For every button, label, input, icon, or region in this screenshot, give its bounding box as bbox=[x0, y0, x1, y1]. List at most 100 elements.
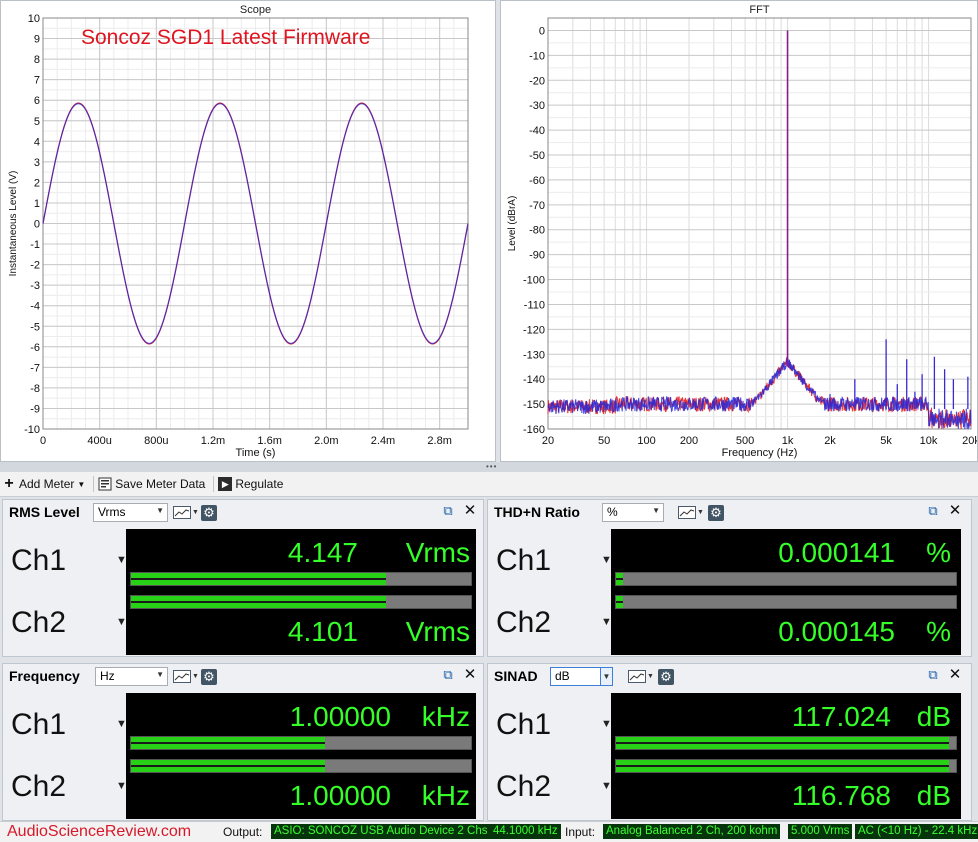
output-sample-rate[interactable]: 44.1000 kHz bbox=[490, 824, 561, 839]
channel-dropdown-icon[interactable]: ▼ bbox=[601, 554, 612, 566]
frequency-meter: Frequency Hz ▼ ▼ ⚙ ⧉ ✕ Ch1 ▼ 1.00000 kHz… bbox=[2, 663, 484, 821]
close-icon[interactable]: ✕ bbox=[948, 666, 962, 683]
y-tick-label: 6 bbox=[34, 95, 40, 107]
add-meter-button[interactable]: + Add Meter ▼ bbox=[0, 474, 91, 494]
y-tick-label: 4 bbox=[34, 136, 40, 148]
y-tick-label: 7 bbox=[34, 75, 40, 87]
unit-select[interactable]: % ▼ bbox=[602, 503, 664, 522]
level-bar-fill bbox=[131, 596, 386, 608]
level-bar-fill bbox=[616, 737, 950, 749]
input-device[interactable]: Analog Balanced 2 Ch, 200 kohm bbox=[603, 824, 781, 839]
gear-icon: ⚙ bbox=[658, 668, 674, 685]
y-tick-label: -90 bbox=[529, 250, 545, 262]
y-tick-label: -4 bbox=[30, 301, 40, 313]
graph-options-button[interactable]: ▼ bbox=[173, 668, 199, 685]
unit-select[interactable]: Hz ▼ bbox=[95, 667, 168, 686]
channel-dropdown-icon[interactable]: ▼ bbox=[116, 616, 127, 628]
y-tick-label: -3 bbox=[30, 280, 40, 292]
unit-select[interactable]: dB ▼ bbox=[550, 667, 613, 686]
unit-select-value: Hz bbox=[100, 669, 115, 683]
meter-title: RMS Level bbox=[9, 504, 80, 520]
channel-dropdown-icon[interactable]: ▼ bbox=[601, 616, 612, 628]
y-tick-label: -70 bbox=[529, 200, 545, 212]
readout-value: 4.147 bbox=[287, 537, 358, 568]
chevron-down-icon: ▼ bbox=[600, 668, 612, 685]
readout-value: 4.101 bbox=[287, 616, 358, 647]
channel-label: Ch1 bbox=[496, 544, 552, 577]
readout-display: 0.000145 % bbox=[611, 592, 961, 655]
input-label: Input: bbox=[565, 825, 596, 839]
sinad-meter: SINAD dB ▼ ▼ ⚙ ⧉ ✕ Ch1 ▼ 117.024 dB Ch2 … bbox=[487, 663, 972, 821]
chevron-down-icon: ▼ bbox=[647, 673, 654, 680]
x-axis-label: Time (s) bbox=[236, 447, 276, 459]
meter-settings-button[interactable]: ⚙ bbox=[658, 668, 674, 685]
meter-settings-button[interactable]: ⚙ bbox=[201, 504, 217, 521]
close-icon[interactable]: ✕ bbox=[463, 666, 477, 683]
output-device[interactable]: ASIO: SONCOZ USB Audio Device 2 Chs bbox=[271, 824, 491, 839]
x-tick-label: 2.0m bbox=[314, 435, 338, 447]
graph-icon bbox=[628, 670, 646, 683]
level-bar bbox=[130, 595, 472, 609]
scope-graph[interactable]: Scope 0 400u 800u 1.2m 1.6m 2.0m 2.4m 2.8m 10 9 8 7 6… bbox=[0, 0, 496, 462]
save-data-icon bbox=[98, 477, 112, 491]
fft-trace-ch2 bbox=[547, 356, 972, 430]
readout-unit: kHz bbox=[421, 701, 470, 732]
toolbar-divider bbox=[93, 476, 95, 492]
chart-title: FFT bbox=[749, 4, 769, 16]
x-tick-label: 2.4m bbox=[371, 435, 395, 447]
popout-icon[interactable]: ⧉ bbox=[928, 503, 938, 518]
x-tick-label: 200 bbox=[680, 435, 698, 447]
channel-dropdown-icon[interactable]: ▼ bbox=[116, 780, 127, 792]
graph-options-button[interactable]: ▼ bbox=[678, 504, 704, 521]
meter-settings-button[interactable]: ⚙ bbox=[201, 668, 217, 685]
channel-label: Ch2 bbox=[11, 770, 67, 803]
popout-icon[interactable]: ⧉ bbox=[443, 503, 453, 518]
channel-row-ch2: Ch2 ▼ 116.768 dB bbox=[488, 756, 971, 820]
level-bar-fill bbox=[131, 573, 386, 585]
channel-dropdown-icon[interactable]: ▼ bbox=[116, 718, 127, 730]
channel-dropdown-icon[interactable]: ▼ bbox=[601, 780, 612, 792]
x-tick-label: 2k bbox=[824, 435, 836, 447]
meter-settings-button[interactable]: ⚙ bbox=[708, 504, 724, 521]
channel-row-ch1: Ch1 ▼ 4.147 Vrms bbox=[3, 528, 483, 592]
plus-icon: + bbox=[4, 475, 14, 492]
save-meter-data-button[interactable]: Save Meter Data bbox=[96, 474, 211, 494]
status-bar: AudioScienceReview.com Output: ASIO: SON… bbox=[0, 821, 978, 842]
popout-icon[interactable]: ⧉ bbox=[928, 667, 938, 682]
close-icon[interactable]: ✕ bbox=[948, 502, 962, 519]
y-tick-label: -20 bbox=[529, 75, 545, 87]
regulate-button[interactable]: ▶ Regulate bbox=[216, 474, 289, 494]
graph-options-button[interactable]: ▼ bbox=[173, 504, 199, 521]
input-coupling[interactable]: AC (<10 Hz) - 22.4 kHz bbox=[855, 824, 978, 839]
input-range[interactable]: 5.000 Vrms bbox=[788, 824, 853, 839]
y-axis-label: Instantaneous Level (V) bbox=[8, 171, 19, 277]
readout-unit: Vrms bbox=[405, 616, 470, 647]
plot-frame bbox=[547, 17, 972, 430]
x-tick-label: 100 bbox=[637, 435, 655, 447]
y-tick-label: -6 bbox=[30, 342, 40, 354]
close-icon[interactable]: ✕ bbox=[463, 502, 477, 519]
y-tick-label: 8 bbox=[34, 54, 40, 66]
graph-icon bbox=[678, 506, 696, 519]
channel-row-ch1: Ch1 ▼ 1.00000 kHz bbox=[3, 692, 483, 756]
chevron-down-icon: ▼ bbox=[156, 506, 164, 515]
readout-unit: dB bbox=[916, 780, 951, 811]
readout-unit: dB bbox=[916, 701, 951, 732]
y-tick-label: -130 bbox=[523, 349, 545, 361]
x-axis-label: Frequency (Hz) bbox=[722, 447, 798, 459]
x-tick-label: 0 bbox=[40, 435, 46, 447]
fft-graph[interactable]: FFT 20 50 100 200 500 1k 2k 5k 10k 20k 0 -10 -20 -30 -4… bbox=[500, 0, 978, 462]
chevron-down-icon: ▼ bbox=[192, 509, 199, 516]
unit-select[interactable]: Vrms ▼ bbox=[93, 503, 168, 522]
panel-splitter[interactable]: ••• bbox=[0, 462, 978, 472]
popout-icon[interactable]: ⧉ bbox=[443, 667, 453, 682]
graph-options-button[interactable]: ▼ bbox=[628, 668, 654, 685]
channel-row-ch1: Ch1 ▼ 117.024 dB bbox=[488, 692, 971, 756]
chart-annotation: Soncoz SGD1 Latest Firmware bbox=[81, 26, 370, 49]
channel-dropdown-icon[interactable]: ▼ bbox=[601, 718, 612, 730]
level-bar bbox=[130, 572, 472, 586]
channel-dropdown-icon[interactable]: ▼ bbox=[116, 554, 127, 566]
level-bar-fill bbox=[616, 760, 950, 772]
y-tick-label: -40 bbox=[529, 125, 545, 137]
